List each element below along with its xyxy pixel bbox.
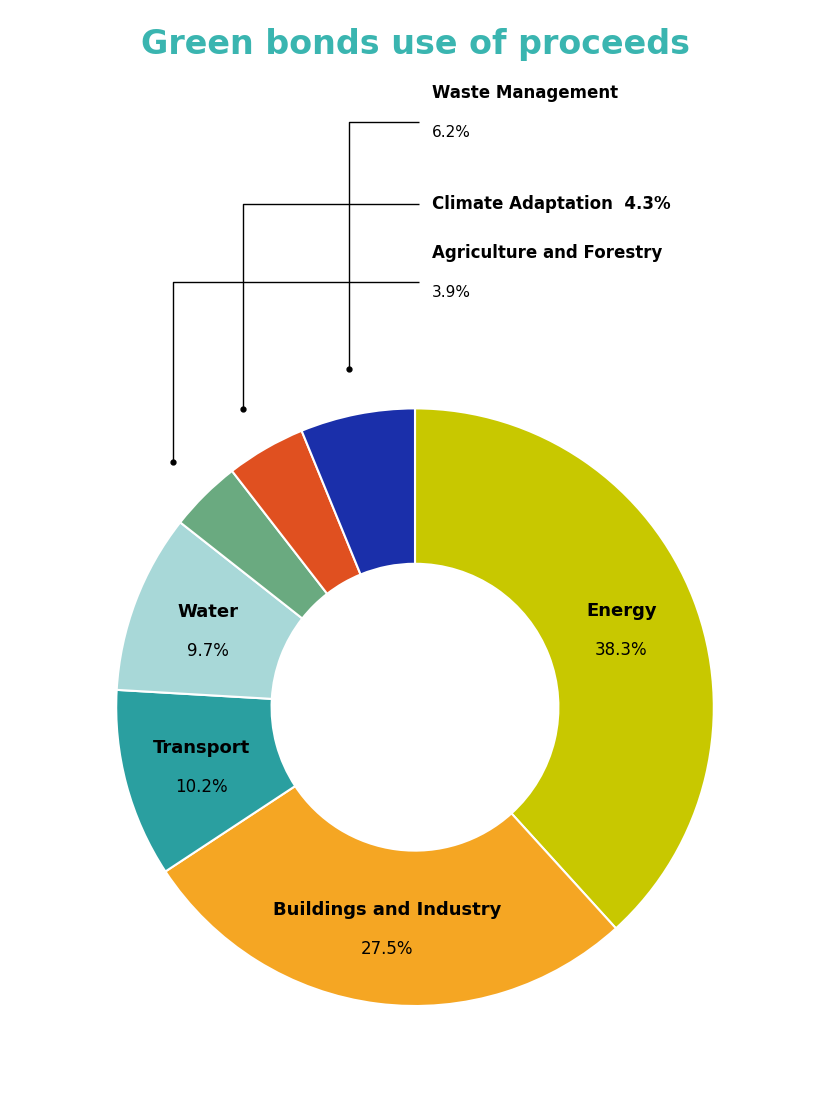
Text: 3.9%: 3.9% (432, 285, 471, 301)
Text: Waste Management: Waste Management (432, 84, 618, 102)
Text: Agriculture and Forestry: Agriculture and Forestry (432, 244, 662, 262)
Wedge shape (116, 690, 295, 872)
Text: 9.7%: 9.7% (188, 642, 229, 660)
Text: Green bonds use of proceeds: Green bonds use of proceeds (140, 28, 690, 61)
Wedge shape (415, 409, 714, 928)
Wedge shape (165, 786, 616, 1006)
Wedge shape (232, 431, 360, 593)
Text: Climate Adaptation  4.3%: Climate Adaptation 4.3% (432, 196, 671, 213)
Text: 27.5%: 27.5% (361, 940, 413, 958)
Text: 10.2%: 10.2% (175, 778, 227, 796)
Text: Water: Water (178, 603, 239, 621)
Text: 6.2%: 6.2% (432, 125, 471, 140)
Text: Buildings and Industry: Buildings and Industry (273, 902, 501, 919)
Wedge shape (301, 409, 415, 575)
Text: Transport: Transport (153, 739, 250, 757)
Text: Energy: Energy (586, 602, 657, 620)
Wedge shape (180, 471, 327, 619)
Text: 38.3%: 38.3% (595, 641, 647, 659)
Wedge shape (117, 523, 302, 698)
